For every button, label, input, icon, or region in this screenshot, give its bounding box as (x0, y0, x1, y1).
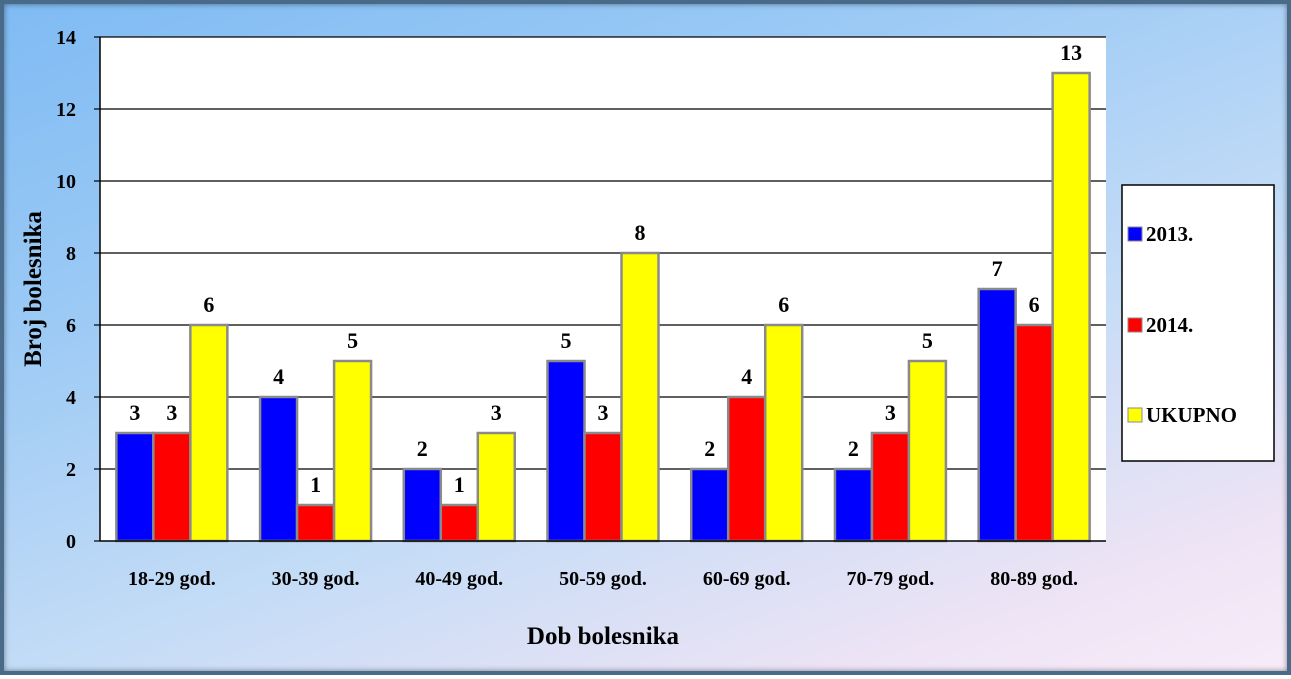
legend-box (1121, 184, 1275, 462)
y-tick-label: 0 (66, 531, 76, 553)
data-label: 3 (491, 400, 502, 425)
data-label: 6 (1029, 292, 1040, 317)
data-label: 5 (347, 328, 358, 353)
data-label: 8 (635, 220, 646, 245)
bar-2014-3 (583, 431, 623, 543)
bar-2014-2 (439, 503, 480, 543)
x-tick-label: 70-79 god. (847, 568, 935, 590)
x-tick-label: 80-89 god. (990, 568, 1078, 590)
x-tick-label: 40-49 god. (415, 568, 503, 590)
data-label: 4 (273, 364, 284, 389)
category-labels: 18-29 god. 30-39 god. 40-49 god. 50-59 god.… (128, 568, 1078, 590)
bar-2014-4 (726, 395, 767, 543)
data-label: 5 (561, 328, 572, 353)
bar-2013-1 (258, 395, 299, 543)
y-tick-label: 10 (56, 171, 76, 193)
y-tick-label: 4 (66, 387, 76, 409)
y-tick-label: 2 (66, 459, 76, 481)
y-axis-ticks: 0 2 4 6 8 10 12 14 (56, 27, 100, 553)
data-label: 13 (1060, 40, 1082, 65)
bar-ukupno-4 (763, 323, 804, 543)
data-label: 4 (741, 364, 752, 389)
legend-label: 2013. (1146, 222, 1193, 246)
data-label: 3 (129, 400, 140, 425)
legend-swatch (1127, 407, 1143, 423)
y-tick-label: 14 (56, 27, 76, 49)
y-axis-title: Broj bolesnika (20, 211, 47, 367)
data-label: 2 (848, 436, 859, 461)
y-tick-label: 8 (66, 243, 76, 265)
bars (115, 71, 1091, 543)
legend-label: 2014. (1146, 313, 1193, 337)
x-axis-title: Dob bolesnika (527, 623, 680, 650)
bar-2013-3 (546, 359, 586, 543)
legend: 2013. 2014. UKUPNO (1121, 184, 1275, 462)
data-label: 3 (885, 400, 896, 425)
bar-ukupno-0 (189, 323, 229, 543)
data-label: 1 (310, 472, 321, 497)
x-tick-label: 30-39 god. (272, 568, 360, 590)
x-tick-label: 60-69 god. (703, 568, 791, 590)
bar-2013-5 (833, 467, 874, 543)
data-label: 6 (778, 292, 789, 317)
legend-swatch (1127, 226, 1143, 242)
bar-ukupno-6 (1051, 71, 1091, 543)
bar-2014-5 (870, 431, 911, 543)
data-label: 2 (704, 436, 715, 461)
bar-2013-0 (115, 431, 155, 543)
bar-2014-0 (152, 431, 192, 543)
data-label: 6 (203, 292, 214, 317)
y-tick-label: 12 (56, 99, 76, 121)
x-tick-label: 18-29 god. (128, 568, 216, 590)
y-tick-label: 6 (66, 315, 76, 337)
bar-ukupno-2 (476, 431, 517, 543)
data-label: 7 (992, 256, 1003, 281)
bar-2014-6 (1014, 323, 1054, 543)
data-label: 3 (166, 400, 177, 425)
bar-ukupno-5 (907, 359, 948, 543)
bar-2014-1 (295, 503, 336, 543)
bar-2013-4 (689, 467, 730, 543)
data-label: 5 (922, 328, 933, 353)
data-label: 3 (598, 400, 609, 425)
bar-2013-2 (402, 467, 443, 543)
x-tick-label: 50-59 god. (559, 568, 647, 590)
bar-ukupno-1 (332, 359, 373, 543)
legend-label: UKUPNO (1146, 403, 1237, 427)
data-label: 2 (417, 436, 428, 461)
data-label: 1 (454, 472, 465, 497)
legend-swatch (1127, 317, 1143, 333)
bar-2013-6 (977, 287, 1017, 543)
bar-ukupno-3 (620, 251, 660, 543)
